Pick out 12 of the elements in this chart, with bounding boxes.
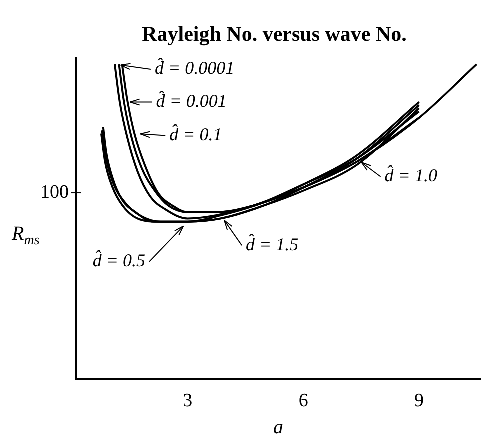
legend-label: d̂ = 0.001 [156,90,227,111]
legend-label: d̂ = 1.5 [246,234,299,254]
x-tick-label: 3 [183,390,193,412]
x-tick-label: 9 [414,390,424,412]
legend-label: d̂ = 1.0 [384,164,438,186]
legend-label: d̂ = 0.0001 [154,58,235,78]
x-tick-label: 6 [298,390,308,412]
x-axis-title: a [274,416,284,438]
series-label: d̂ = 0.5 [92,250,146,271]
text: 100 [40,182,69,204]
legend-label: d̂ = 0.1 [170,124,222,144]
chart-title: Rayleigh No. versus wave No. [142,22,407,46]
